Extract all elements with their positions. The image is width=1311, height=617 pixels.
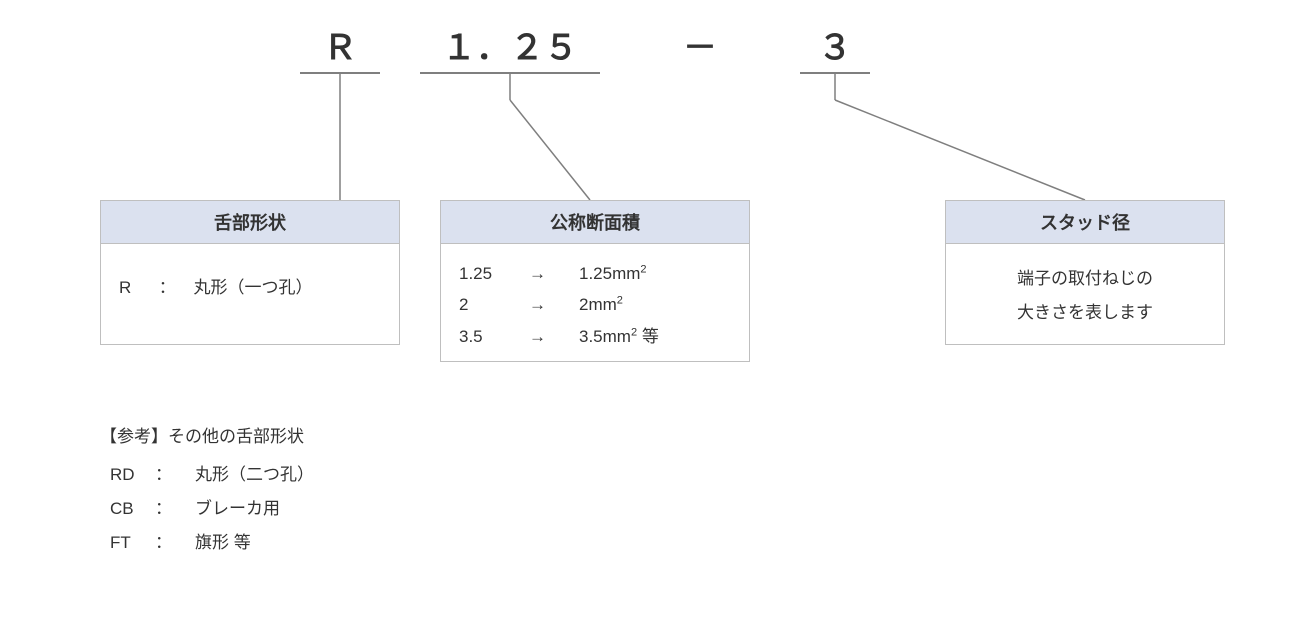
ref-code: FT xyxy=(100,526,155,560)
box-shape-body: R ： 丸形（一つ孔） xyxy=(101,244,399,318)
ref-text: 旗形 等 xyxy=(195,526,251,560)
code-part-area: １．２５ xyxy=(420,20,600,69)
box-shape: 舌部形状 R ： 丸形（一つ孔） xyxy=(100,200,400,345)
shape-sep: ： xyxy=(159,272,189,304)
box-area: 公称断面積 1.25 → 1.25mm2 2 → 2mm2 3.5 → 3.5m… xyxy=(440,200,750,362)
stud-line2: 大きさを表します xyxy=(964,296,1206,330)
area-row: 1.25 → 1.25mm2 xyxy=(459,258,731,289)
code-part-stud: ３ xyxy=(815,20,855,69)
stud-line1: 端子の取付ねじの xyxy=(964,262,1206,296)
ref-sep: ： xyxy=(155,458,195,492)
area-val: 3.5 xyxy=(459,321,529,352)
ref-sep: ： xyxy=(155,526,195,560)
reference-row: FT ： 旗形 等 xyxy=(100,526,314,560)
arrow-icon: → xyxy=(529,289,579,320)
code-part-shape: Ｒ xyxy=(310,20,370,69)
reference-block: 【参考】その他の舌部形状 RD ： 丸形（二つ孔） CB ： ブレーカ用 FT … xyxy=(100,420,314,560)
box-stud-header: スタッド径 xyxy=(946,201,1224,244)
arrow-icon: → xyxy=(529,258,579,289)
box-shape-header: 舌部形状 xyxy=(101,201,399,244)
reference-title: 【参考】その他の舌部形状 xyxy=(100,420,314,454)
ref-code: CB xyxy=(100,492,155,526)
area-row: 3.5 → 3.5mm2 等 xyxy=(459,321,731,352)
reference-row: CB ： ブレーカ用 xyxy=(100,492,314,526)
area-val: 2 xyxy=(459,289,529,320)
box-stud-body: 端子の取付ねじの 大きさを表します xyxy=(946,244,1224,344)
area-mm: 2mm2 xyxy=(579,289,623,320)
box-area-header: 公称断面積 xyxy=(441,201,749,244)
ref-text: ブレーカ用 xyxy=(195,492,280,526)
shape-text: 丸形（一つ孔） xyxy=(193,278,312,297)
box-area-body: 1.25 → 1.25mm2 2 → 2mm2 3.5 → 3.5mm2 等 xyxy=(441,244,749,366)
shape-code: R xyxy=(119,272,154,304)
ref-code: RD xyxy=(100,458,155,492)
reference-row: RD ： 丸形（二つ孔） xyxy=(100,458,314,492)
box-stud: スタッド径 端子の取付ねじの 大きさを表します xyxy=(945,200,1225,345)
area-row: 2 → 2mm2 xyxy=(459,289,731,320)
area-val: 1.25 xyxy=(459,258,529,289)
underline-shape xyxy=(300,72,380,74)
ref-sep: ： xyxy=(155,492,195,526)
arrow-icon: → xyxy=(529,321,579,352)
ref-text: 丸形（二つ孔） xyxy=(195,458,314,492)
underline-area xyxy=(420,72,600,74)
underline-stud xyxy=(800,72,870,74)
code-part-dash: － xyxy=(680,20,720,69)
area-mm: 1.25mm2 xyxy=(579,258,647,289)
area-mm: 3.5mm2 等 xyxy=(579,321,659,352)
